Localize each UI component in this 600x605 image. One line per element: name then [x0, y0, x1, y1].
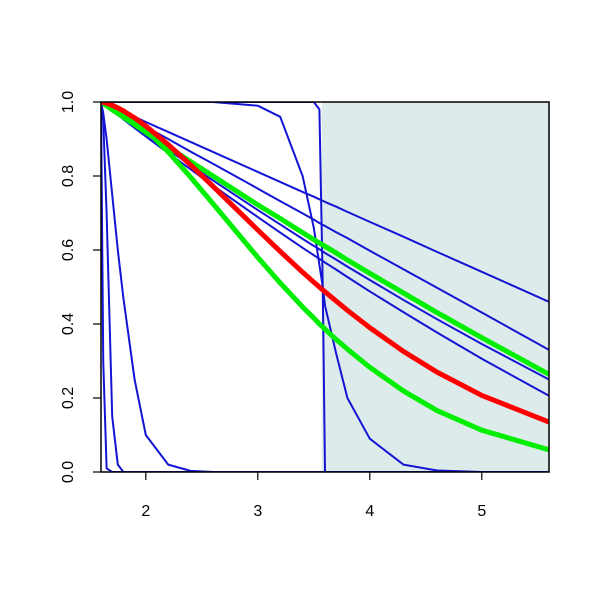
x-tick-label: 5 [477, 503, 486, 520]
y-tick-label: 1.0 [60, 91, 77, 113]
curve [101, 102, 549, 472]
y-tick-label: 0.6 [60, 239, 77, 261]
plot-frame [100, 101, 550, 473]
y-tick-label: 0.8 [60, 165, 77, 187]
curve [101, 102, 549, 472]
curve [101, 102, 549, 425]
y-tick-label: 0.0 [60, 461, 77, 483]
y-tick-label: 0.4 [60, 313, 77, 335]
x-tick-label: 4 [365, 503, 374, 520]
x-tick-label: 3 [253, 503, 262, 520]
curve [101, 102, 549, 472]
curve [101, 102, 549, 377]
x-tick-label: 2 [141, 503, 150, 520]
y-tick-label: 0.2 [60, 387, 77, 409]
